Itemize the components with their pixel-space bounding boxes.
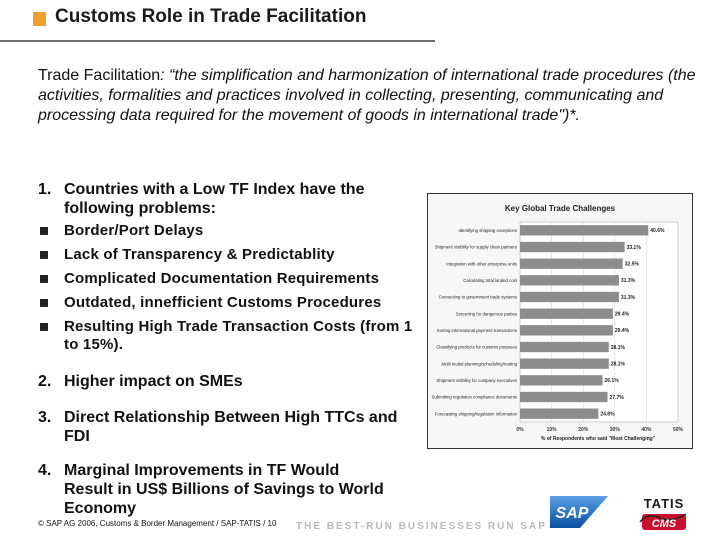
- chart-value-label: 26.1%: [604, 378, 619, 384]
- bullet-square-icon: [40, 275, 48, 283]
- chart-value-label: 31.3%: [621, 295, 636, 301]
- sap-logo-text: SAP: [556, 505, 589, 522]
- chart-value-label: 27.7%: [610, 395, 625, 401]
- title-bar: Customs Role in Trade Facilitation: [0, 0, 720, 42]
- chart-plot-background: [519, 221, 679, 423]
- chart-category-label: Shipment visibility for supply chain par…: [435, 245, 517, 250]
- chart-category-label: Multi modal planning/scheduling/routing: [442, 361, 518, 366]
- chart-bar: [520, 325, 613, 336]
- intro-lead: Trade Facilitation: [38, 67, 161, 84]
- point-number: 3.: [38, 409, 52, 426]
- chart-value-label: 24.8%: [600, 411, 615, 417]
- chart-value-label: 29.4%: [615, 311, 630, 317]
- chart-x-tick-label: 20%: [578, 427, 589, 433]
- list-item: Resulting High Trade Transaction Costs (…: [40, 318, 430, 354]
- sap-logo: SAP: [550, 496, 608, 528]
- trade-challenges-chart: Key Global Trade Challenges 0% 10% 20% 30% 4…: [427, 193, 693, 449]
- page-title: Customs Role in Trade Facilitation: [55, 6, 367, 27]
- chart-x-tick-label: 30%: [610, 427, 621, 433]
- point-text: Direct Relationship Between High TTCs an…: [64, 409, 398, 445]
- chart-value-label: 33.1%: [627, 245, 642, 251]
- chart-bar: [520, 341, 609, 353]
- footer-copyright: © SAP AG 2006, Customs & Border Manageme…: [38, 519, 277, 528]
- chart-bar: [520, 225, 649, 236]
- chart-bar: [520, 391, 608, 403]
- chart-x-tick-label: 10%: [547, 427, 558, 433]
- chart-value-label: 29.4%: [615, 328, 630, 334]
- list-item-text: Complicated Documentation Requirements: [64, 270, 380, 287]
- point-text: Marginal Improvements in TF Would Result…: [64, 462, 384, 517]
- chart-category-label: Shipment visibility for company executiv…: [437, 378, 517, 383]
- chart-category-label: Screening for dangerous parties: [456, 311, 517, 316]
- intro-paragraph: Trade Facilitation: “the simplification …: [38, 66, 698, 126]
- list-item-text: Border/Port Delays: [64, 222, 204, 239]
- chart-value-label: 40.6%: [650, 228, 665, 234]
- chart-value-label: 32.5%: [625, 261, 640, 267]
- list-item: Lack of Transparency & Predictablity: [40, 246, 430, 264]
- chart-category-label: Calculating total landed cost: [463, 278, 518, 283]
- chart-svg: Key Global Trade Challenges 0% 10% 20% 30% 4…: [431, 204, 684, 442]
- intro-body: : “the simplification and harmonization …: [38, 67, 696, 124]
- chart-category-label: Submitting regulation compliance documen…: [431, 395, 517, 400]
- chart-category-label: Forecasting shipping/regulation informat…: [435, 411, 518, 416]
- chart-bar: [520, 358, 609, 369]
- chart-bar: [520, 258, 623, 269]
- chart-category-label: Classifying products for customs purpose…: [436, 345, 517, 350]
- chart-bar: [520, 375, 603, 386]
- chart-category-label: Sorting international payment transactio…: [437, 328, 517, 333]
- point-number: 1.: [38, 181, 52, 198]
- chart-bar: [520, 291, 619, 303]
- chart-plot-area: 0% 10% 20% 30% 40% 50% Identifying shipping ex…: [431, 221, 684, 433]
- point-text: Countries with a Low TF Index have the f…: [64, 181, 365, 217]
- list-item: Outdated, innefficient Customs Procedure…: [40, 294, 430, 312]
- title-accent-square: [33, 12, 46, 26]
- chart-bar: [520, 308, 613, 319]
- list-item-text: Resulting High Trade Transaction Costs (…: [64, 318, 413, 353]
- tatis-logo-text: TATIS: [644, 496, 685, 511]
- chart-title: Key Global Trade Challenges: [505, 204, 616, 213]
- chart-bar: [520, 408, 599, 419]
- list-item: Border/Port Delays: [40, 222, 430, 240]
- tatis-cms-logo: TATIS CMS: [639, 496, 687, 530]
- title-divider: [0, 40, 435, 42]
- footer-tagline: THE BEST-RUN BUSINESSES RUN SAP: [296, 521, 547, 532]
- point-number: 4.: [38, 462, 52, 479]
- chart-category-label: Integration with other enterprise units: [446, 261, 517, 266]
- bullet-square-icon: [40, 251, 48, 259]
- chart-value-label: 28.1%: [611, 361, 626, 367]
- chart-value-label: 28.1%: [611, 345, 626, 351]
- chart-value-label: 31.3%: [621, 278, 636, 284]
- bullet-square-icon: [40, 323, 48, 331]
- chart-bar: [520, 241, 625, 253]
- point-number: 2.: [38, 373, 52, 390]
- list-item: Complicated Documentation Requirements: [40, 270, 430, 288]
- chart-x-tick-label: 50%: [673, 427, 684, 433]
- chart-bar: [520, 275, 619, 286]
- chart-x-tick-label: 0%: [516, 427, 524, 433]
- point-text: Higher impact on SMEs: [64, 373, 243, 390]
- chart-category-label: Connecting to government trade systems: [439, 295, 517, 300]
- bullet-square-icon: [40, 299, 48, 307]
- bullet-square-icon: [40, 227, 48, 235]
- problem-list: Border/Port Delays Lack of Transparency …: [40, 222, 430, 360]
- chart-category-label: Identifying shipping exceptions: [458, 228, 517, 233]
- list-item-text: Outdated, innefficient Customs Procedure…: [64, 294, 382, 311]
- chart-x-axis-label: % of Respondents who said "Most Challeng…: [541, 436, 656, 442]
- chart-x-tick-label: 40%: [641, 427, 652, 433]
- list-item-text: Lack of Transparency & Predictablity: [64, 246, 335, 263]
- cms-logo-text: CMS: [652, 518, 677, 530]
